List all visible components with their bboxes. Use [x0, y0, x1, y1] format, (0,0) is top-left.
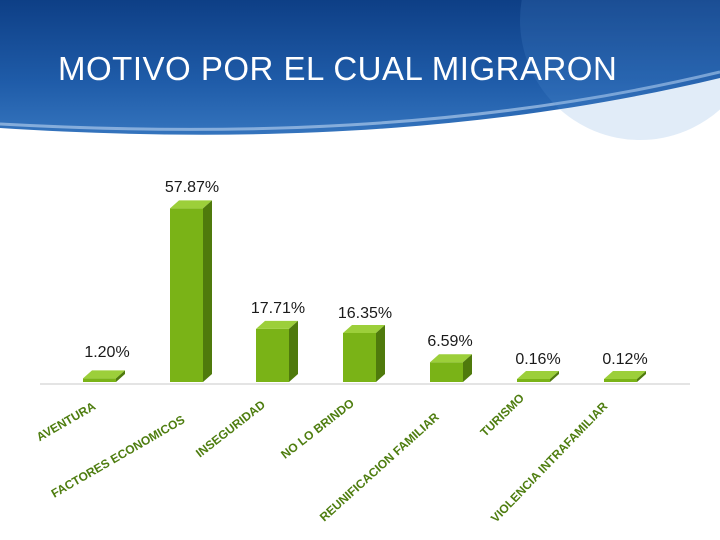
category-label-1: AVENTURA: [34, 399, 98, 444]
bar-side-5: [463, 354, 472, 382]
bar-top-1: [83, 370, 125, 379]
value-label-5: 6.59%: [427, 333, 472, 350]
bar-4: [343, 332, 376, 382]
category-label-3: INSEGURIDAD: [193, 397, 268, 460]
bar-side-6: [550, 371, 559, 382]
value-label-4: 16.35%: [338, 305, 392, 322]
bar-top-2: [170, 200, 212, 209]
header-swoosh: [0, 0, 720, 150]
page-title: MOTIVO POR EL CUAL MIGRARON: [58, 50, 618, 87]
bar-5: [430, 362, 463, 382]
bar-top-7: [604, 371, 646, 379]
bar-3: [256, 328, 289, 382]
bar-1: [83, 378, 116, 382]
value-label-3: 17.71%: [251, 300, 305, 317]
header-banner: MOTIVO POR EL CUAL MIGRARON: [0, 0, 720, 150]
bar-side-2: [203, 200, 212, 382]
value-label-1: 1.20%: [84, 344, 129, 361]
bar-top-3: [256, 320, 298, 329]
value-label-2: 57.87%: [165, 179, 219, 196]
category-label-5: REUNIFICACION FAMILIAR: [317, 410, 442, 525]
bar-6: [517, 379, 550, 382]
bar-side-3: [289, 320, 298, 382]
bar-side-4: [376, 324, 385, 382]
value-label-7: 0.12%: [602, 351, 647, 368]
bar-top-5: [430, 354, 472, 363]
category-label-4: NO LO BRINDO: [278, 396, 356, 462]
bar-side-1: [116, 370, 125, 382]
bar-side-7: [637, 371, 646, 382]
bar-7: [604, 379, 637, 382]
category-label-6: TURISMO: [477, 391, 527, 440]
bar-top-6: [517, 371, 559, 379]
value-label-6: 0.16%: [515, 351, 560, 368]
bar-top-4: [343, 324, 385, 333]
bar-2: [170, 208, 203, 382]
